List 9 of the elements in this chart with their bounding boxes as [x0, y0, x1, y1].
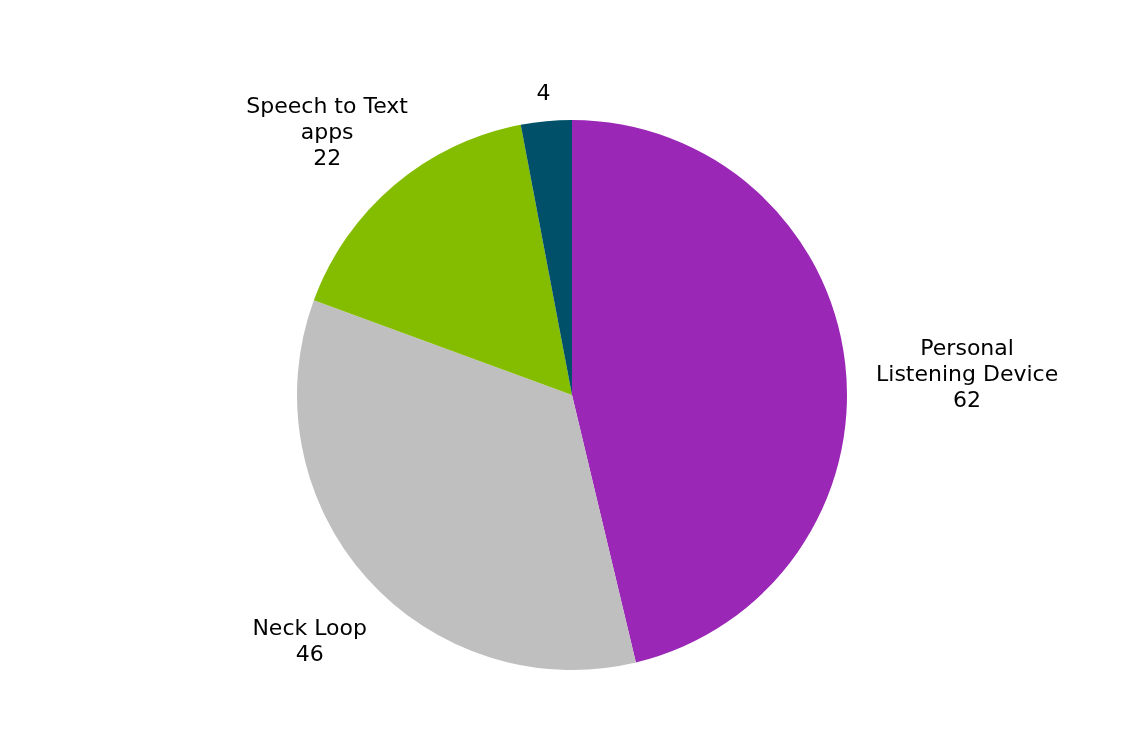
data-label: 4 [536, 79, 551, 105]
pie-slice [520, 120, 572, 395]
slice-label: Speech to Text apps [246, 93, 409, 145]
slice-label: Personal Listening Device [876, 335, 1059, 387]
slice-label: Neck Loop [252, 615, 367, 641]
data-label: 22 [313, 145, 342, 171]
pie-slice [572, 120, 847, 663]
data-label: 62 [953, 387, 982, 413]
data-label: 46 [295, 641, 324, 667]
